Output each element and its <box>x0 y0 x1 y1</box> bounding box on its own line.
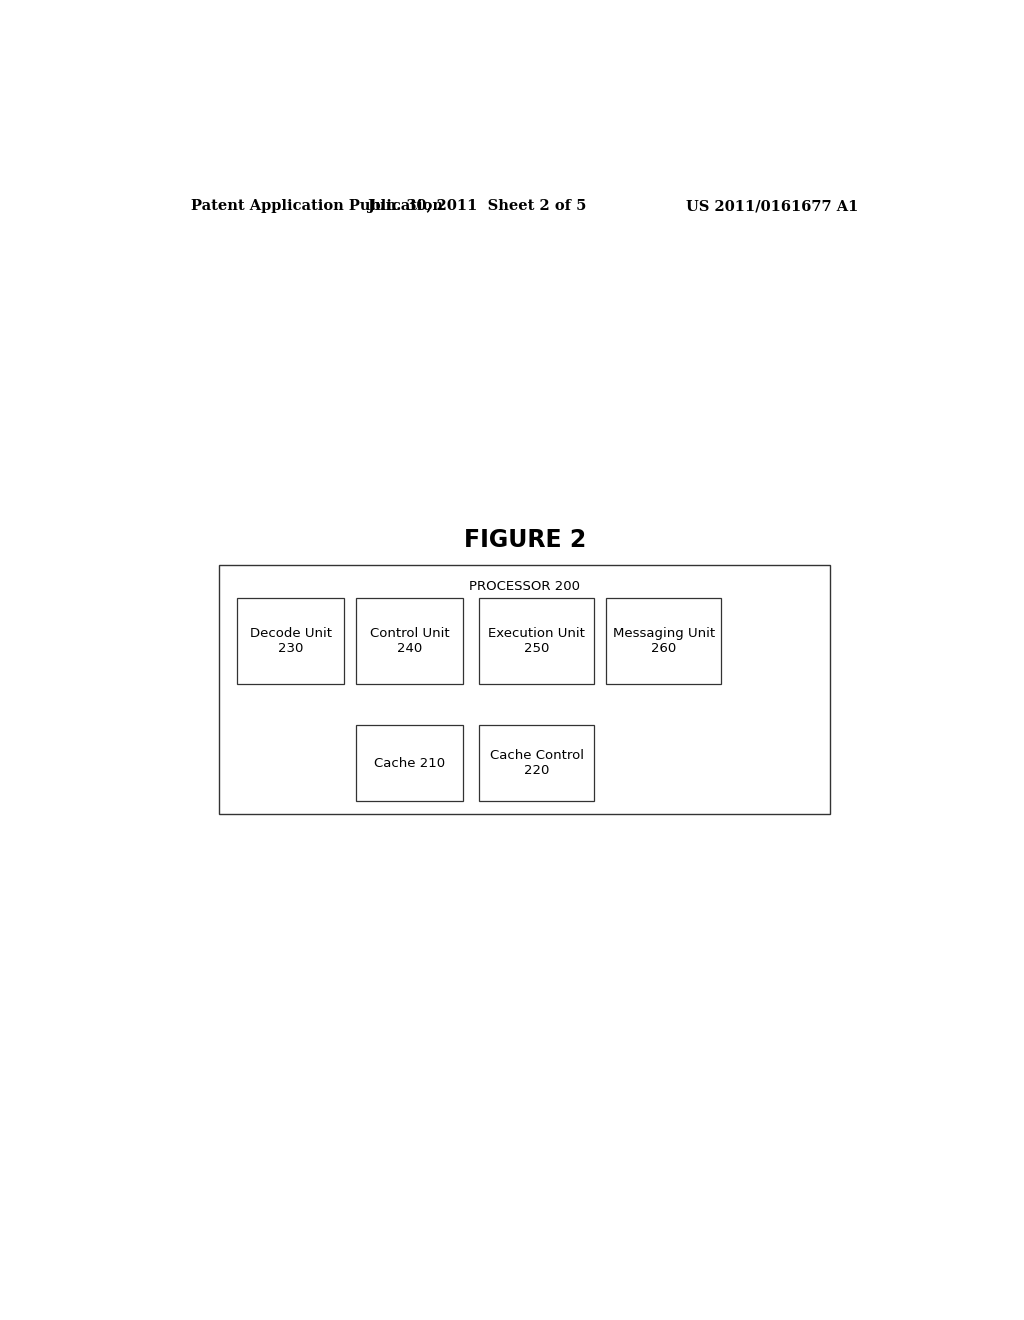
Bar <box>356 598 463 684</box>
Text: Control Unit
240: Control Unit 240 <box>370 627 450 655</box>
Text: Execution Unit
250: Execution Unit 250 <box>488 627 585 655</box>
Text: US 2011/0161677 A1: US 2011/0161677 A1 <box>686 199 858 213</box>
Text: Messaging Unit
260: Messaging Unit 260 <box>612 627 715 655</box>
Bar <box>606 598 721 684</box>
Bar <box>479 725 594 801</box>
Bar <box>479 598 594 684</box>
Text: FIGURE 2: FIGURE 2 <box>464 528 586 552</box>
Text: Decode Unit
230: Decode Unit 230 <box>250 627 332 655</box>
Bar <box>356 725 463 801</box>
Bar <box>219 565 830 814</box>
Bar <box>238 598 344 684</box>
Text: PROCESSOR 200: PROCESSOR 200 <box>469 581 581 593</box>
Text: Cache 210: Cache 210 <box>374 756 445 770</box>
Text: Cache Control
220: Cache Control 220 <box>489 750 584 777</box>
Text: Jun. 30, 2011  Sheet 2 of 5: Jun. 30, 2011 Sheet 2 of 5 <box>368 199 587 213</box>
Text: Patent Application Publication: Patent Application Publication <box>191 199 443 213</box>
